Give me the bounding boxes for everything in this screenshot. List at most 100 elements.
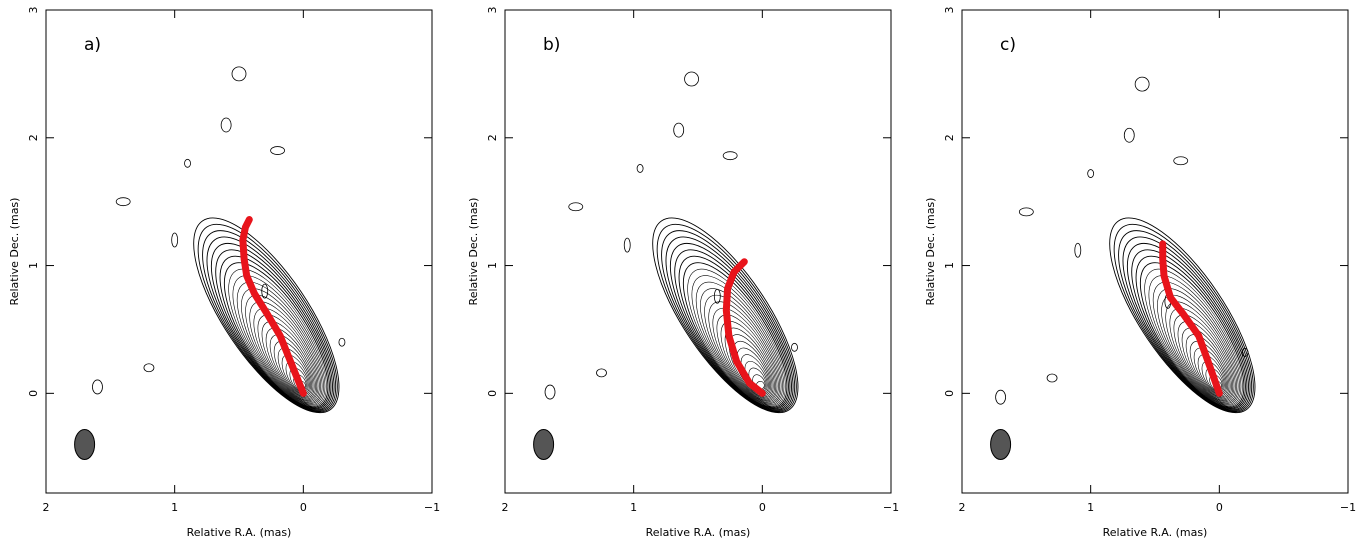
contour [1139,262,1245,408]
contour [1148,275,1242,406]
contour [1074,242,1082,258]
contour [665,236,794,411]
contour [1134,76,1150,92]
contour [253,307,319,402]
y-tick-label: 1 [943,262,956,269]
y-tick-label: 0 [27,390,40,397]
y-tick-label: 2 [943,134,956,141]
x-tick-label: 2 [43,501,50,514]
panel-label: b) [543,35,560,55]
contour [652,217,799,414]
contour [722,151,738,161]
contour [656,223,797,413]
contour [1193,347,1227,396]
contour [682,262,788,408]
contour [219,255,330,409]
contour [695,281,783,405]
y-axis-label: Relative Dec. (mas) [924,198,937,306]
x-tick-label: −1 [1340,501,1356,514]
contour [687,268,786,407]
x-tick-label: 2 [502,501,509,514]
x-axis-label: Relative R.A. (mas) [646,526,751,539]
contour [193,217,340,414]
contour [708,301,779,403]
contour [1018,207,1034,217]
contour [232,275,326,406]
x-axis-label: Relative R.A. (mas) [187,526,292,539]
contour [220,117,232,133]
y-tick-label: 0 [486,390,499,397]
contour [544,384,556,400]
x-tick-label: 0 [300,501,307,514]
contour [568,202,584,212]
contour [206,236,335,411]
contour [92,379,103,395]
y-tick-label: 2 [486,134,499,141]
contour [1152,281,1240,405]
contour [270,146,286,155]
contour [1144,268,1243,407]
contour [261,283,269,299]
x-tick-label: 2 [959,501,966,514]
contour [636,164,644,173]
contour [1173,314,1234,401]
contour [691,275,785,406]
contour [678,255,789,409]
y-tick-label: 3 [27,7,40,14]
y-tick-label: 0 [943,390,956,397]
contour [171,232,179,248]
contour [245,294,322,404]
contour [1241,348,1249,357]
ridge-line [722,258,766,397]
contour [236,281,324,405]
y-tick-label: 3 [943,7,956,14]
contour [596,368,607,378]
x-tick-label: 0 [759,501,766,514]
contour [261,321,316,400]
contour [202,230,337,412]
contour [115,197,131,207]
contour [623,237,631,253]
plot-frame [504,9,892,494]
contour [704,294,781,404]
beam [533,428,555,460]
contour [249,301,320,403]
plot-frame [961,9,1349,494]
panel-label: c) [1000,35,1016,55]
y-axis-label: Relative Dec. (mas) [8,198,21,306]
contour [338,337,346,347]
plot-frame [45,9,433,494]
contour [184,158,191,168]
contour [265,327,315,399]
contour [1126,242,1249,411]
contour [273,340,313,397]
beam [74,428,96,460]
y-tick-label: 3 [486,7,499,14]
contour [223,262,329,408]
contour [674,249,791,410]
contour [269,334,314,398]
y-axis-label: Relative Dec. (mas) [467,198,480,306]
x-tick-label: 1 [630,501,637,514]
contour [231,66,247,82]
y-tick-label: 2 [27,134,40,141]
contour [712,307,778,402]
contour [241,288,323,404]
contour [669,242,792,411]
contour [1122,236,1251,411]
contour [215,249,332,410]
contour [1185,334,1230,398]
contour [1046,373,1058,383]
y-tick-label: 1 [486,262,499,269]
x-axis-label: Relative R.A. (mas) [1103,526,1208,539]
panel-label: a) [84,35,101,55]
y-tick-label: 1 [27,262,40,269]
contour [257,314,318,401]
x-tick-label: 0 [1216,501,1223,514]
contour [732,340,772,397]
contour [228,268,327,407]
beam [990,428,1012,460]
contour [1131,249,1248,410]
contour [700,288,782,404]
contour [791,342,798,352]
